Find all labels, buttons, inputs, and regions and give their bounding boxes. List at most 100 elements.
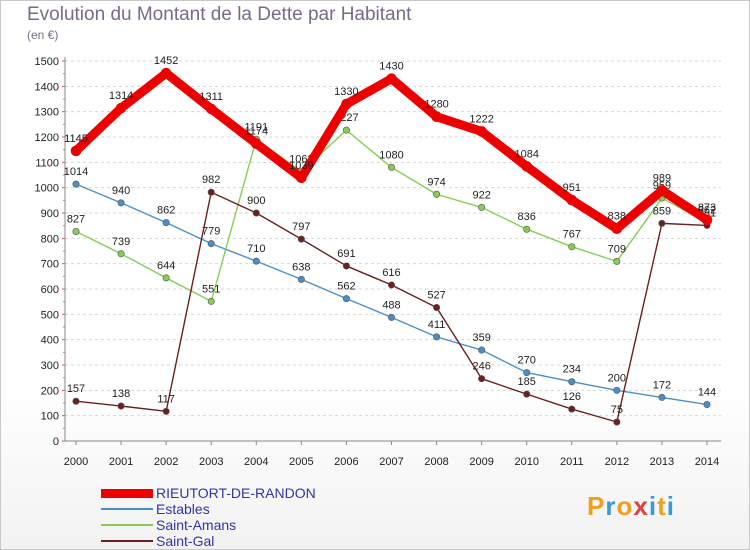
legend-swatch-saint-amans: [101, 524, 153, 526]
y-tick-label-500: 500: [41, 309, 59, 321]
unit-label: (en €): [27, 28, 59, 42]
data-point-rieutort: [431, 111, 442, 123]
data-point-saint-gal: [342, 262, 350, 270]
data-label-estables: 710: [247, 243, 265, 255]
data-label-saint-amans: 739: [112, 236, 130, 248]
data-label-estables: 172: [653, 379, 671, 391]
y-tick-label-100: 100: [41, 411, 59, 423]
data-point-estables: [433, 333, 441, 341]
data-label-saint-amans: 1191: [244, 121, 268, 133]
y-tick-label-600: 600: [41, 284, 59, 296]
data-label-saint-gal: 900: [247, 195, 265, 207]
data-label-estables: 200: [608, 372, 626, 384]
data-label-estables: 270: [518, 355, 536, 367]
data-label-rieutort: 1084: [514, 148, 538, 160]
data-point-saint-amans: [162, 274, 170, 282]
data-point-saint-amans: [72, 227, 80, 235]
data-label-estables: 234: [563, 364, 581, 376]
y-tick-label-1400: 1400: [35, 81, 59, 93]
proxiti-logo: Proxiti: [587, 491, 675, 522]
data-label-rieutort: 1430: [379, 61, 403, 73]
data-label-rieutort: 951: [563, 182, 581, 194]
data-label-saint-gal: 75: [611, 404, 623, 416]
data-label-estables: 144: [698, 387, 716, 399]
y-tick-label-1100: 1100: [35, 157, 59, 169]
data-label-saint-gal: 691: [337, 248, 355, 260]
x-tick-label-2010: 2010: [514, 456, 538, 468]
data-point-estables: [658, 393, 666, 401]
data-point-saint-gal: [387, 281, 395, 289]
x-tick-label-2013: 2013: [650, 456, 674, 468]
data-label-saint-gal: 126: [563, 391, 581, 403]
data-point-saint-gal: [162, 407, 170, 415]
data-label-saint-amans: 1080: [379, 149, 403, 161]
legend-label-saint-amans: Saint-Amans: [156, 517, 237, 533]
logo-letter: r: [605, 491, 617, 521]
data-point-rieutort: [296, 172, 307, 184]
series-rieutort: 1145 1314 1452 1311 1174 1039 1330 1430 1280 1222…: [64, 55, 716, 235]
logo-letter: P: [587, 491, 606, 521]
data-point-saint-amans: [342, 126, 350, 134]
data-label-saint-amans: 827: [67, 213, 85, 225]
legend-item-rieutort: RIEUTORT-DE-RANDON: [101, 485, 316, 501]
logo-letter: x: [633, 491, 649, 521]
x-tick-label-2001: 2001: [109, 456, 133, 468]
data-label-saint-gal: 185: [518, 376, 536, 388]
data-label-rieutort: 1452: [154, 55, 178, 67]
y-tick-label-1500: 1500: [35, 56, 59, 68]
x-tick-label-2012: 2012: [605, 456, 629, 468]
logo-letter: t: [657, 491, 667, 521]
data-label-saint-gal: 616: [382, 267, 400, 279]
data-point-saint-gal: [658, 219, 666, 227]
data-point-estables: [207, 240, 215, 248]
y-tick-label-1200: 1200: [35, 132, 59, 144]
data-label-rieutort: 873: [698, 202, 716, 214]
data-label-saint-gal: 117: [157, 393, 175, 405]
data-label-rieutort: 1039: [289, 160, 313, 172]
data-label-rieutort: 1330: [334, 86, 358, 98]
data-point-saint-amans: [117, 250, 125, 258]
data-point-saint-gal: [568, 405, 576, 413]
data-point-saint-amans: [433, 190, 441, 198]
data-label-saint-amans: 922: [472, 189, 490, 201]
y-tick-label-400: 400: [41, 335, 59, 347]
data-point-rieutort: [611, 223, 623, 235]
y-tick-label-300: 300: [41, 360, 59, 372]
data-label-saint-gal: 527: [427, 289, 445, 301]
data-point-estables: [387, 313, 395, 321]
data-label-saint-amans: 974: [427, 176, 445, 188]
data-point-estables: [162, 219, 170, 227]
data-label-saint-gal: 138: [112, 388, 130, 400]
x-tick-label-2003: 2003: [199, 456, 223, 468]
data-label-rieutort: 1145: [64, 133, 88, 145]
data-label-saint-gal: 797: [292, 221, 310, 233]
data-point-rieutort: [70, 145, 82, 157]
data-label-estables: 862: [157, 205, 175, 217]
data-label-saint-amans: 644: [157, 260, 175, 272]
y-tick-label-200: 200: [41, 385, 59, 397]
legend: RIEUTORT-DE-RANDON Estables Saint-Amans …: [101, 485, 316, 549]
data-point-saint-amans: [478, 203, 486, 211]
data-label-rieutort: 1174: [244, 126, 268, 138]
data-label-rieutort: 1311: [199, 91, 223, 103]
data-label-estables: 359: [472, 332, 490, 344]
x-tick-label-2014: 2014: [695, 456, 719, 468]
data-label-saint-gal: 246: [472, 361, 490, 373]
data-point-estables: [523, 369, 531, 377]
legend-item-saint-gal: Saint-Gal: [101, 533, 316, 549]
data-point-rieutort: [701, 214, 713, 226]
y-tick-label-800: 800: [41, 233, 59, 245]
data-label-estables: 488: [382, 299, 400, 311]
data-label-rieutort: 989: [653, 172, 671, 184]
data-label-saint-amans: 767: [563, 229, 581, 241]
data-point-rieutort: [115, 102, 127, 114]
y-tick-label-1300: 1300: [35, 107, 59, 119]
x-tick-label-2008: 2008: [424, 456, 448, 468]
x-tick-label-2000: 2000: [64, 456, 88, 468]
data-point-estables: [342, 295, 350, 303]
data-point-estables: [568, 378, 576, 386]
data-label-saint-amans: 836: [518, 211, 536, 223]
legend-swatch-estables: [101, 508, 153, 510]
data-point-saint-gal: [72, 397, 80, 405]
